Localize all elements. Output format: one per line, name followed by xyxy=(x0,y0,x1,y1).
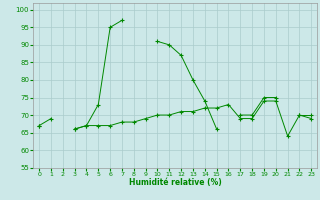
X-axis label: Humidité relative (%): Humidité relative (%) xyxy=(129,178,222,187)
